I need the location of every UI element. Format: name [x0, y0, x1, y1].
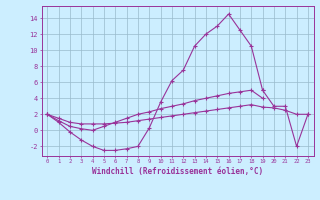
- X-axis label: Windchill (Refroidissement éolien,°C): Windchill (Refroidissement éolien,°C): [92, 167, 263, 176]
